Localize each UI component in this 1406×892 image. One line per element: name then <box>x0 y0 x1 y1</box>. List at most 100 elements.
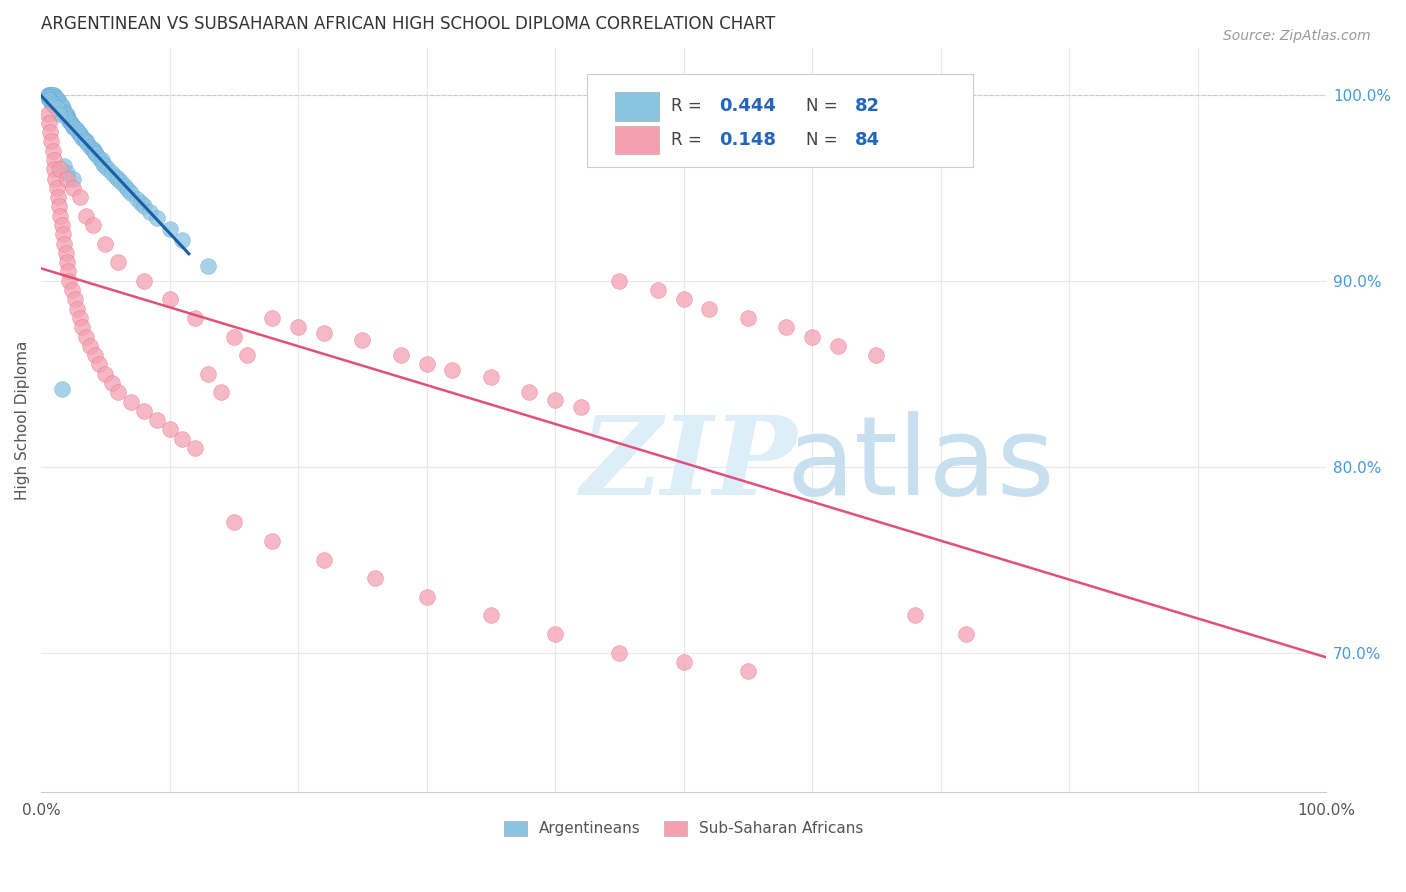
Point <box>73 132 96 146</box>
Point <box>222 516 245 530</box>
Point <box>132 404 155 418</box>
Point <box>672 655 695 669</box>
Point <box>101 376 124 390</box>
Point <box>63 121 86 136</box>
Point <box>101 166 124 180</box>
Point <box>82 142 104 156</box>
Point <box>87 151 110 165</box>
Point <box>41 144 63 158</box>
Point <box>45 95 67 110</box>
Point <box>51 382 73 396</box>
Point <box>352 333 374 347</box>
Point <box>41 87 63 102</box>
Point <box>262 310 284 325</box>
Point <box>53 104 76 119</box>
Point <box>42 92 65 106</box>
Point <box>49 209 72 223</box>
Text: Source: ZipAtlas.com: Source: ZipAtlas.com <box>1223 29 1371 43</box>
Point <box>56 110 79 124</box>
Point <box>184 441 207 455</box>
Point <box>70 130 93 145</box>
Point <box>94 367 117 381</box>
Point <box>132 274 155 288</box>
Point <box>41 135 63 149</box>
Point <box>172 233 194 247</box>
Point <box>107 171 129 186</box>
Point <box>159 293 181 307</box>
Point <box>41 97 63 112</box>
Point <box>62 171 84 186</box>
Point <box>70 128 93 143</box>
Point <box>53 106 76 120</box>
Point <box>62 181 84 195</box>
Point <box>38 116 60 130</box>
Point <box>79 339 101 353</box>
Point <box>56 171 79 186</box>
Point <box>110 175 132 189</box>
Point <box>45 181 67 195</box>
Point <box>38 92 60 106</box>
Point <box>46 190 69 204</box>
Text: 82: 82 <box>855 97 880 115</box>
Point <box>51 103 73 117</box>
Text: R =: R = <box>671 97 707 115</box>
Point <box>58 274 80 288</box>
Point <box>955 627 977 641</box>
Point <box>87 358 110 372</box>
Point <box>58 114 80 128</box>
Point <box>55 246 77 260</box>
Point <box>775 320 797 334</box>
Point <box>544 627 567 641</box>
Point <box>647 283 669 297</box>
Point <box>94 236 117 251</box>
Text: 84: 84 <box>855 131 880 149</box>
Point <box>56 264 79 278</box>
Text: 0.444: 0.444 <box>720 97 776 115</box>
Point <box>41 87 63 102</box>
Point <box>46 97 69 112</box>
Point <box>672 293 695 307</box>
Point <box>39 89 62 103</box>
Point <box>607 646 630 660</box>
Point <box>56 166 79 180</box>
Text: N =: N = <box>806 97 842 115</box>
Point <box>48 106 70 120</box>
Point <box>544 392 567 407</box>
Point <box>52 227 75 242</box>
Point <box>62 120 84 134</box>
Point <box>607 274 630 288</box>
Point <box>83 144 105 158</box>
Point <box>75 135 97 149</box>
Legend: Argentineans, Sub-Saharan Africans: Argentineans, Sub-Saharan Africans <box>503 821 863 837</box>
Point <box>48 95 70 110</box>
Point <box>52 101 75 115</box>
Point <box>107 385 129 400</box>
Point <box>56 112 79 126</box>
Point <box>104 169 127 184</box>
Point <box>84 348 107 362</box>
Y-axis label: High School Diploma: High School Diploma <box>15 341 30 500</box>
Point <box>441 363 464 377</box>
Point <box>38 87 60 102</box>
Point <box>37 106 59 120</box>
Point <box>159 221 181 235</box>
Point <box>132 199 155 213</box>
FancyBboxPatch shape <box>616 126 659 154</box>
Point <box>827 339 849 353</box>
Point <box>48 99 70 113</box>
Point <box>569 400 592 414</box>
Point <box>70 320 93 334</box>
Point <box>312 552 335 566</box>
Text: N =: N = <box>806 131 842 149</box>
Point <box>49 97 72 112</box>
Point <box>75 329 97 343</box>
Point <box>84 145 107 160</box>
Point <box>56 108 79 122</box>
Point <box>117 183 139 197</box>
FancyBboxPatch shape <box>588 74 973 168</box>
Point <box>415 590 437 604</box>
Point <box>209 385 232 400</box>
Point <box>159 422 181 436</box>
Point <box>42 99 65 113</box>
Point <box>479 608 502 623</box>
